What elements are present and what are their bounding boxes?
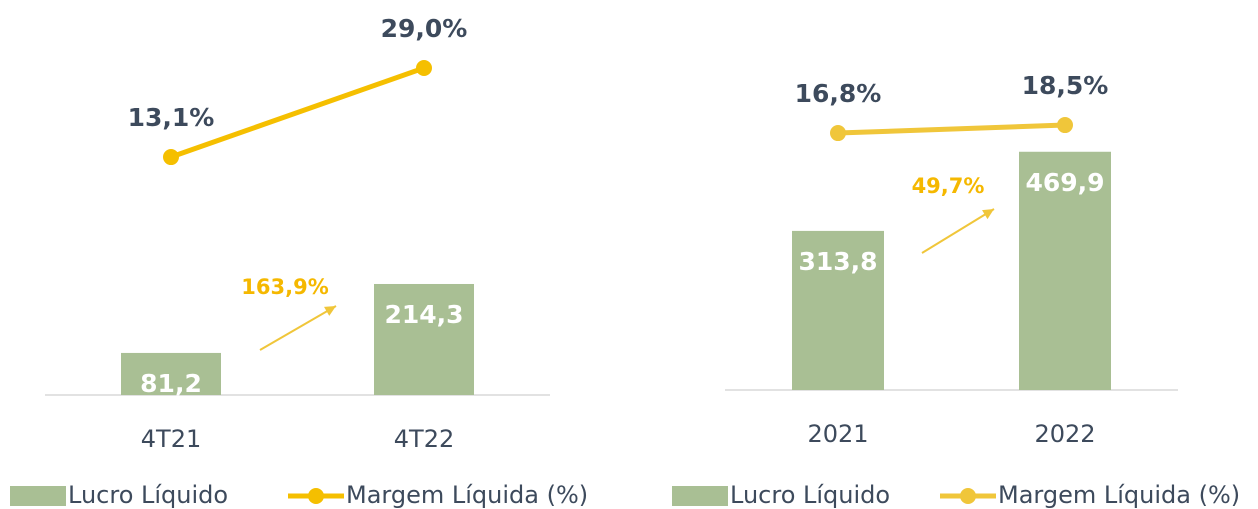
legend-label: Margem Líquida (%) [346, 481, 588, 509]
bar-label: 214,3 [384, 300, 463, 329]
line-point [163, 149, 179, 166]
line-point [1057, 117, 1073, 134]
line-label: 16,8% [795, 79, 882, 108]
x-tick-label: 2022 [1034, 420, 1095, 448]
annotation: 163,9% [241, 275, 328, 299]
bar [121, 352, 221, 395]
bar-label: 81,2 [140, 369, 202, 398]
legend-label: Lucro Líquido [730, 481, 890, 509]
annotation-arrow [259, 305, 337, 351]
legend-swatch [10, 486, 66, 506]
line-point [416, 60, 432, 76]
legend-swatch [960, 488, 976, 504]
annotation-arrowhead [982, 209, 994, 220]
legend-label: Margem Líquida (%) [998, 481, 1240, 509]
line-point [830, 125, 846, 142]
line-label: 13,1% [128, 103, 215, 132]
x-tick-label: 4T22 [394, 425, 454, 453]
legend-swatch [672, 486, 728, 506]
line [837, 122, 1066, 136]
bar-label: 469,9 [1025, 168, 1104, 197]
annotation: 49,7% [912, 174, 985, 198]
line-label: 18,5% [1022, 71, 1109, 100]
annotation-arrow [921, 208, 995, 254]
bar [374, 283, 474, 395]
x-tick-label: 4T21 [141, 425, 201, 453]
bar [792, 230, 884, 390]
bar [1019, 151, 1111, 390]
legend-swatch [308, 488, 324, 504]
x-tick-label: 2021 [807, 420, 868, 448]
line-label: 29,0% [381, 14, 468, 43]
annotation-arrowhead [324, 306, 336, 316]
legend-label: Lucro Líquido [68, 481, 228, 509]
line [170, 65, 425, 160]
bar-label: 313,8 [798, 247, 877, 276]
